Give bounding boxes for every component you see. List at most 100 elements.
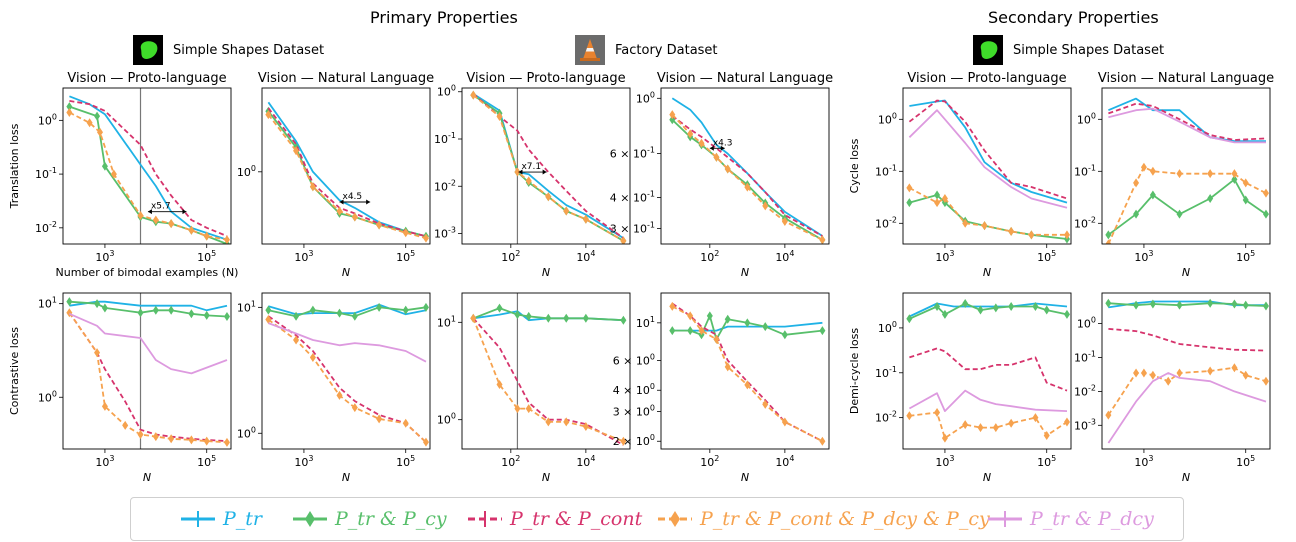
y-tick-label: 10-2 [875,410,897,425]
plot-frame [1101,292,1271,450]
series-marker-PtrPcontPdcyPcy [514,167,521,177]
series-line-PtrPcontPdcyPcy [267,318,427,443]
series-marker-PtrPcontPdcyPcy [101,401,108,411]
x-axis-label: N [542,471,550,484]
series-marker-PtrPcontPdcyPcy [1140,368,1147,378]
series-marker-PtrPcontPdcyPcy [1063,417,1070,427]
series-marker-PtrPcontPdcyPcy [265,110,272,120]
series-marker-PtrPcontPdcyPcy [781,417,788,427]
series-marker-PtrPcontPdcyPcy [496,379,503,389]
series-marker-PtrPcontPdcyPcy [981,221,988,231]
series-marker-PtrPcontPdcyPcy [962,420,969,430]
series-marker-PtrPcontPdcyPcy [1176,368,1183,378]
series-marker-PtrPcontPdcyPcy [1105,410,1112,420]
x-axis-label: N [1182,266,1190,279]
series-marker-PtrPcontPdcyPcy [1262,188,1269,198]
chart-panel: Vision — Natural Language N 102 104 3 × 10-1… [610,71,833,279]
series-marker-PtrPcontPdcyPcy [1231,363,1238,373]
x-tick-label: 103 [294,454,313,469]
chart-panel: Demi-cycle loss N 103 105 10-2 10-1 100 [848,292,1072,484]
y-tick-label: 100 [878,320,897,335]
series-marker-PtrPcontPdcyPcy [203,231,210,241]
series-marker-PtrPcontPdcyPcy [669,110,676,120]
series-marker-PtrPcy [351,311,358,321]
series-marker-PtrPcy [152,305,159,315]
series-marker-PtrPcontPdcyPcy [203,436,210,446]
x-tick-label: 104 [576,454,595,469]
chart-panel: N 102 104 2 × 100 3 × 100 4 × 100 6 × 100 101 [613,292,830,484]
series-marker-PtrPcontPdcyPcy [470,90,477,100]
y-tick-label: 3 × 100 [613,403,655,418]
series-marker-PtrPcy [1149,190,1156,200]
annotation-arrowhead-right [182,209,187,215]
chart-panel: Vision — Proto-language N 102 104 10-3 10-2 10… [434,71,631,279]
x-axis-label: N [143,471,151,484]
series-marker-PtrPcontPdcyPcy [962,218,969,228]
series-marker-PtrPcy [265,305,272,315]
series-marker-PtrPcontPdcyPcy [906,183,913,193]
panel-title: Vision — Proto-language [907,71,1066,86]
series-marker-PtrPcy [514,310,521,320]
series-line-PtrPcont [909,347,1068,392]
series-marker-PtrPcontPdcyPcy [110,169,117,179]
series-marker-PtrPcy [1149,299,1156,309]
series-marker-PtrPcy [819,326,826,336]
series-line-PtrPcont [69,100,228,237]
series-marker-PtrPcontPdcyPcy [698,326,705,336]
y-tick-label: 100 [878,111,897,126]
series-marker-PtrPcy [906,198,913,208]
plot-area [265,302,429,447]
series-marker-PtrPcontPdcyPcy [1140,162,1147,172]
annotation-arrowhead-right [366,199,371,205]
green-shape-icon [973,35,1003,65]
series-line-Ptr [1108,97,1266,143]
legend-label-ptr-pcont: P_tr & P_cont [510,508,643,530]
series-line-Ptr [909,302,1068,318]
series-line-PtrPcontPdcyPcy [909,411,1068,440]
series-marker-PtrPcy [1176,209,1183,219]
chart-panel: Vision — Proto-language Cycle loss N 103 105… [848,71,1072,279]
series-marker-PtrPcy [203,310,210,320]
legend-label-ptr-pcy: P_tr & P_cy [335,508,447,530]
series-marker-PtrPcontPdcyPcy [422,233,429,243]
series-line-PtrPcy [472,307,624,322]
series-marker-PtrPcontPdcyPcy [1105,239,1112,244]
series-marker-PtrPcontPdcyPcy [470,313,477,323]
panel-title: Vision — Natural Language [1098,71,1274,86]
series-line-PtrPcontPdcyPcy [1107,166,1267,244]
series-marker-PtrPcy [66,297,73,307]
x-axis-label: N [983,471,991,484]
series-line-PtrPcy [267,110,427,238]
y-tick-label: 10-1 [434,131,456,146]
plot-frame [902,292,1072,450]
y-tick-label: 100 [437,84,456,99]
x-axis-label: N [741,266,749,279]
x-tick-label: 104 [775,454,794,469]
series-marker-PtrPcy [168,305,175,315]
annotation-label: x4.3 [713,138,733,148]
series-marker-PtrPcontPdcyPcy [86,118,93,128]
y-tick-label: 101 [38,296,57,311]
series-line-Ptr [267,101,427,238]
plot-frame [62,292,232,450]
series-marker-PtrPcontPdcyPcy [376,220,383,230]
x-tick-label: 105 [396,454,415,469]
x-axis-label: N [1182,471,1190,484]
traffic-cone-icon [575,35,605,65]
series-line-Ptr [672,321,823,332]
series-line-PtrPcontPdcyPcy [671,305,823,443]
series-marker-PtrPcontPdcyPcy [1149,370,1156,380]
series-marker-PtrPcy [137,308,144,318]
chart-panel: N 103 105 10-3 10-2 10-1 100 [1074,292,1271,484]
x-axis-label: N [342,471,350,484]
panel-title: Vision — Proto-language [67,71,226,86]
y-tick-label: 6 × 10-1 [610,146,655,161]
x-tick-label: 103 [95,454,114,469]
x-tick-label: 103 [294,249,313,264]
series-line-Ptr [268,303,427,316]
series-marker-PtrPcontPdcyPcy [188,435,195,445]
series-marker-PtrPcontPdcyPcy [1149,166,1156,176]
series-line-PtrPcy [672,314,823,341]
plot-area [906,299,1070,443]
series-marker-PtrPcy [687,326,694,336]
